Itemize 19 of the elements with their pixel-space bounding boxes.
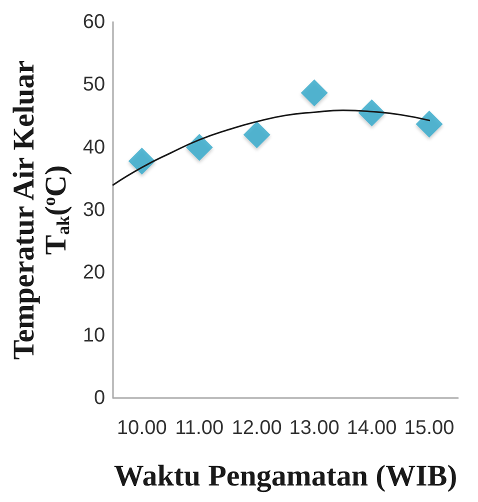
x-tick-label: 15.00 (404, 417, 454, 439)
y-tick-label: 50 (82, 74, 106, 96)
y-tick-label: 60 (82, 11, 106, 33)
y-tick-label: 40 (82, 136, 106, 158)
point (300, 79, 328, 106)
x-axis-title: Waktu Pengamatan (WIB) (114, 460, 458, 492)
y-tick-label: 30 (82, 199, 106, 221)
y-tick-label: 0 (94, 387, 106, 409)
point (416, 110, 443, 138)
x-tick-label: 10.00 (116, 417, 167, 439)
x-tick-label: 11.00 (175, 417, 224, 439)
point (128, 148, 156, 175)
point (186, 134, 213, 161)
x-tick-label: 14.00 (346, 417, 397, 439)
y-tick-label: 10 (82, 324, 106, 346)
x-tick-label: 12.00 (232, 417, 282, 439)
point (243, 121, 270, 148)
y-tick-label: 20 (82, 262, 106, 284)
x-tick-label: 13.00 (289, 417, 340, 439)
